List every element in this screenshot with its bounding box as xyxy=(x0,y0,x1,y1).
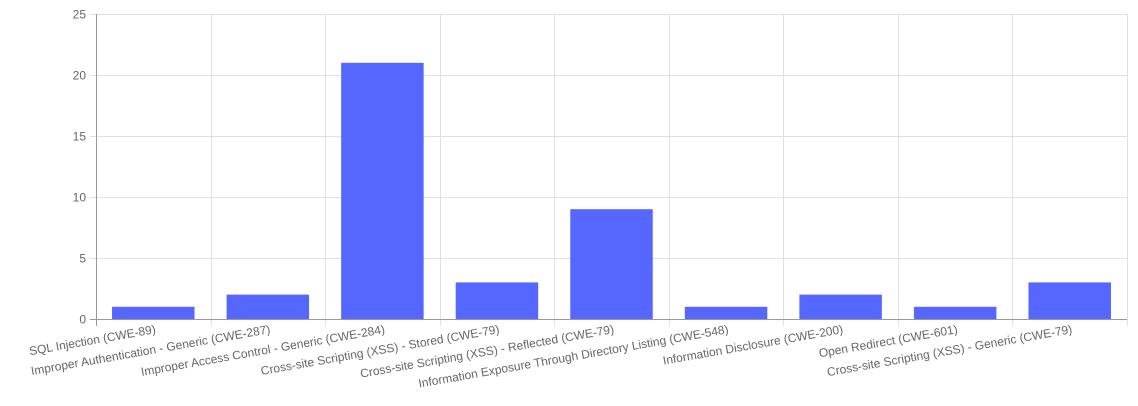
bar xyxy=(455,282,539,319)
y-axis: 0 5 10 15 20 25 xyxy=(73,8,87,327)
bar xyxy=(1028,282,1111,319)
y-tick-label: 0 xyxy=(79,313,86,327)
y-tick-label: 5 xyxy=(79,252,86,266)
bar xyxy=(684,306,768,319)
axes xyxy=(90,14,1127,326)
bar xyxy=(570,209,653,319)
bar xyxy=(112,306,195,319)
bar-series xyxy=(112,62,1111,320)
bar xyxy=(799,294,882,319)
y-tick-label: 15 xyxy=(73,130,87,144)
y-tick-label: 25 xyxy=(73,8,87,22)
y-tick-label: 10 xyxy=(73,191,87,205)
bar xyxy=(341,62,424,320)
bar xyxy=(226,294,310,319)
x-axis-labels: SQL Injection (CWE-89)Improper Authentic… xyxy=(28,322,1073,390)
y-tick-label: 20 xyxy=(73,69,87,83)
bar xyxy=(913,306,997,319)
grid-lines xyxy=(90,14,1128,326)
